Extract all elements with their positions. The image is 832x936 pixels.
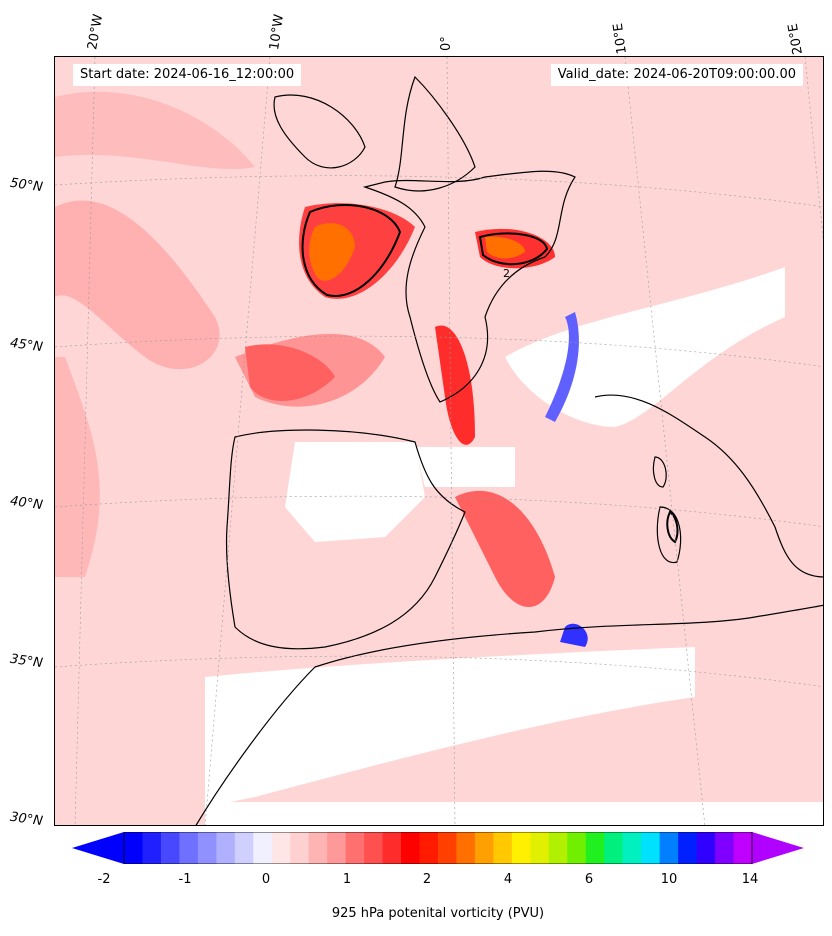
longitude-label: 20°E	[785, 22, 806, 56]
coastline-corsica	[652, 456, 667, 488]
colorbar-cell	[234, 832, 254, 864]
white-mask-atlas	[205, 647, 695, 807]
colorbar-cell	[511, 832, 531, 864]
colorbar-label: 925 hPa potenital vorticity (PVU)	[331, 906, 545, 921]
pv-band	[55, 357, 100, 577]
colorbar-cell	[438, 832, 457, 864]
colorbar-cells	[124, 832, 753, 864]
colorbar-cell	[622, 832, 642, 864]
colorbar-cell	[696, 832, 716, 864]
colorbar-cell	[382, 832, 402, 864]
colorbar-cell	[567, 832, 587, 864]
colorbar-over-triangle	[752, 832, 804, 864]
longitude-label: 10°E	[610, 22, 630, 56]
graticule	[55, 57, 823, 825]
latitude-label: 50°N	[9, 175, 44, 196]
colorbar-cell	[474, 832, 494, 864]
coastline-italy	[594, 394, 823, 578]
colorbar-cell	[401, 832, 421, 864]
potential-vorticity-field: 2	[55, 57, 823, 825]
colorbar	[72, 832, 804, 864]
valid-date-label: Valid_date: 2024-06-20T09:00:00.00	[550, 64, 803, 86]
colorbar-tick: 14	[741, 872, 759, 887]
contour-value-label: 2	[503, 267, 510, 280]
pv-core	[309, 223, 355, 281]
white-mask-alps	[505, 267, 785, 427]
pv-band	[435, 325, 475, 445]
colorbar-tick: 1	[342, 872, 352, 887]
pv-contour	[301, 204, 402, 298]
colorbar-cell	[197, 832, 217, 864]
coastline-france	[362, 170, 576, 403]
colorbar-under-triangle	[72, 832, 124, 864]
coastline-sardinia	[656, 506, 682, 564]
white-mask-iberia	[285, 442, 425, 542]
colorbar-cell	[253, 832, 273, 864]
latitude-label: 40°N	[9, 493, 44, 514]
colorbar-cell	[641, 832, 661, 864]
pv-contour	[478, 232, 549, 266]
colorbar-tick: 6	[584, 872, 594, 887]
colorbar-outline	[123, 832, 753, 864]
coastline-north-africa	[195, 604, 823, 825]
pv-band	[55, 200, 220, 370]
colorbar-cell	[678, 832, 698, 864]
colorbar-cell	[493, 832, 513, 864]
colorbar-cell	[290, 832, 310, 864]
colorbar-cell	[216, 832, 236, 864]
colorbar-cell	[345, 832, 365, 864]
colorbar-cell	[604, 832, 624, 864]
negative-pv	[545, 312, 579, 422]
longitude-label: 0°	[439, 36, 454, 51]
colorbar-tick: -1	[178, 872, 192, 887]
colorbar-cell	[659, 832, 679, 864]
negative-pv	[560, 623, 588, 647]
coastline-ireland	[273, 94, 366, 169]
longitude-label: 10°W	[267, 13, 287, 51]
colorbar-cell	[142, 832, 162, 864]
colorbar-cell	[419, 832, 439, 864]
colorbar-cell	[271, 832, 291, 864]
coastline-britain	[394, 75, 476, 192]
colorbar-cell	[308, 832, 328, 864]
pv-core	[485, 236, 525, 259]
latitude-label: 30°N	[9, 809, 44, 830]
start-date-label: Start date: 2024-06-16_12:00:00	[73, 64, 302, 86]
colorbar-cell	[160, 832, 180, 864]
pv-band	[455, 490, 555, 607]
colorbar-cell	[179, 832, 199, 864]
pv-band	[55, 91, 255, 170]
white-mask-sahara	[205, 802, 823, 825]
colorbar-cell	[364, 832, 384, 864]
white-mask-pyrenees	[415, 447, 515, 487]
colorbar-tick: -2	[97, 872, 111, 887]
colorbar-cell	[327, 832, 347, 864]
pv-band	[245, 344, 335, 401]
colorbar-tick: 4	[503, 872, 513, 887]
latitude-label: 45°N	[9, 335, 44, 356]
colorbar-tick: 2	[422, 872, 432, 887]
colorbar-cell	[548, 832, 568, 864]
colorbar-cell	[530, 832, 550, 864]
colorbar-cell	[585, 832, 605, 864]
pv-contour	[666, 510, 679, 544]
colorbar-tick: 0	[261, 872, 271, 887]
colorbar-cell	[715, 832, 735, 864]
map-panel: 2 Start date: 2024-06-16_12:00:00 Valid_…	[54, 56, 824, 826]
colorbar-cell	[733, 832, 753, 864]
latitude-label: 35°N	[9, 651, 44, 672]
coastline-iberia	[225, 429, 466, 650]
colorbar-tick: 10	[660, 872, 678, 887]
longitude-label: 20°W	[85, 13, 107, 52]
colorbar-cell	[456, 832, 476, 864]
colorbar-cell	[124, 832, 143, 864]
